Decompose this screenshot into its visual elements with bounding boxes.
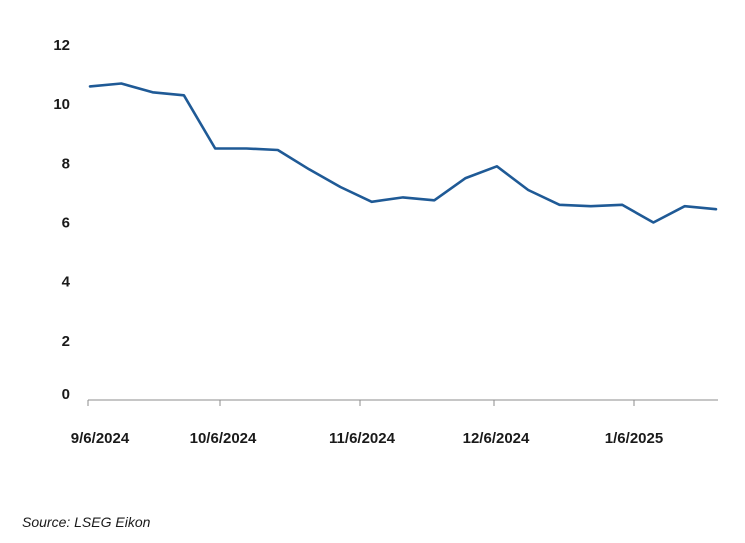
x-tick-label: 12/6/2024: [463, 430, 530, 447]
y-tick-label: 6: [62, 215, 70, 232]
y-tick-label: 4: [62, 274, 71, 291]
y-tick-label: 2: [62, 333, 70, 350]
y-tick-label: 12: [53, 37, 70, 54]
x-axis: 9/6/2024 10/6/2024 11/6/2024 12/6/2024 1/6/2…: [71, 399, 718, 447]
x-tick-label: 10/6/2024: [190, 430, 257, 447]
x-tick-label: 1/6/2025: [605, 430, 663, 447]
y-axis-tick-labels: 0 2 4 6 8 10 12: [53, 37, 70, 403]
line-chart: 0 2 4 6 8 10 12 9/6/2024 10/6/2024 11/6/2024 12/6…: [53, 37, 718, 447]
y-tick-label: 10: [53, 96, 70, 113]
x-tick-label: 11/6/2024: [329, 430, 396, 447]
x-tick-label: 9/6/2024: [71, 430, 130, 447]
y-tick-label: 8: [62, 155, 70, 172]
source-note: Source: LSEG Eikon: [22, 514, 151, 530]
y-tick-label: 0: [62, 386, 70, 403]
series-line: [88, 82, 718, 224]
series-group: [88, 82, 718, 224]
